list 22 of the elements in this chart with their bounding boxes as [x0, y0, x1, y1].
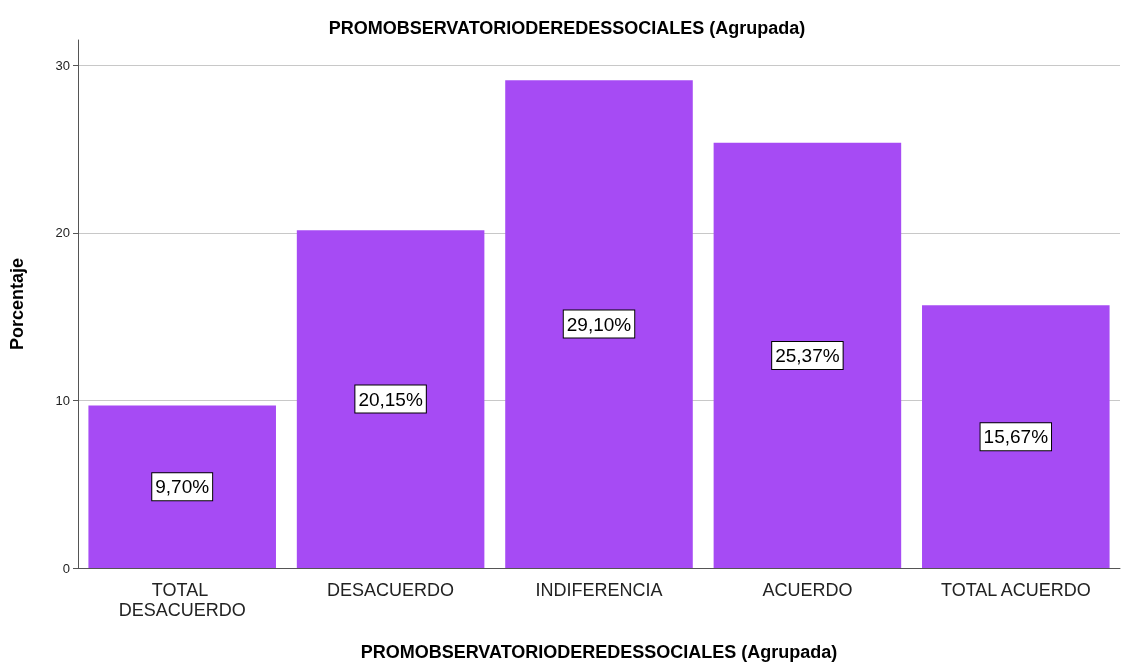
y-tick-label: 0: [62, 560, 70, 576]
data-label: 20,15%: [358, 388, 423, 410]
bar: [88, 405, 276, 568]
y-axis-title: Porcentaje: [7, 257, 27, 351]
data-label: 29,10%: [566, 313, 632, 335]
data-label: 9,70%: [155, 476, 210, 498]
x-tick-label: DESACUERDO: [327, 580, 455, 600]
x-tick-label: INDIFERENCIA: [535, 580, 663, 600]
x-tick-label: TOTAL ACUERDO: [940, 580, 1091, 600]
data-label: 25,37%: [775, 344, 840, 366]
y-tick-label: 30: [55, 57, 70, 73]
bar: [922, 305, 1110, 568]
x-tick-label: TOTAL DESACUERDO: [118, 580, 246, 620]
bar: [505, 80, 693, 568]
x-axis-title: PROMOBSERVATORIODEREDESSOCIALES (Agrupada): [360, 642, 838, 662]
data-label: 15,67%: [983, 426, 1049, 448]
x-tick-label: ACUERDO: [762, 580, 853, 600]
bar: [713, 142, 902, 568]
chart-title: PROMOBSERVATORIODEREDESSOCIALES (Agrupada): [328, 18, 806, 38]
bar: [296, 230, 485, 568]
y-tick-label: 20: [55, 225, 70, 241]
y-tick-label: 10: [55, 392, 70, 408]
